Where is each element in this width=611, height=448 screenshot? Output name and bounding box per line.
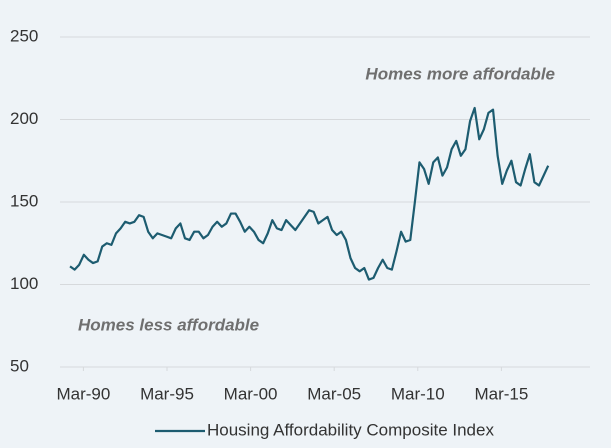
- x-tick-label: Mar-05: [307, 384, 361, 403]
- x-tick-label: Mar-15: [474, 384, 528, 403]
- x-tick-label: Mar-10: [391, 384, 445, 403]
- x-tick-label: Mar-00: [224, 384, 278, 403]
- legend-label: Housing Affordability Composite Index: [207, 420, 494, 439]
- y-tick-label: 250: [10, 26, 38, 45]
- y-tick-label: 200: [10, 109, 38, 128]
- series-line: [69, 106, 550, 281]
- y-tick-label: 100: [10, 274, 38, 293]
- annotation: Homes more affordable: [365, 64, 555, 83]
- y-tick-label: 150: [10, 191, 38, 210]
- x-tick-label: Mar-95: [140, 384, 194, 403]
- y-tick-label: 50: [10, 356, 29, 375]
- x-tick-label: Mar-90: [56, 384, 110, 403]
- annotation: Homes less affordable: [78, 315, 259, 334]
